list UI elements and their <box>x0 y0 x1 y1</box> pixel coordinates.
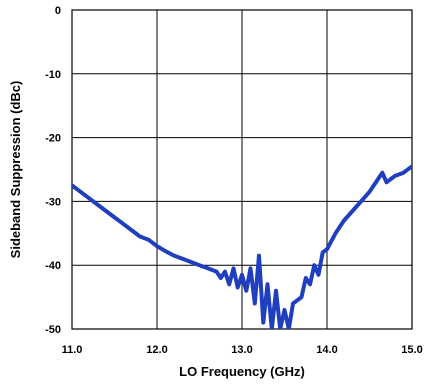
y-tick-labels: 0 -10 -20 -30 -40 -50 <box>45 5 61 336</box>
y-tick-label: -30 <box>45 196 61 208</box>
grid <box>72 10 412 329</box>
series-line <box>72 164 412 329</box>
y-tick-label: -20 <box>45 133 61 145</box>
x-tick-label: 12.0 <box>146 344 167 356</box>
series-layer <box>72 164 412 329</box>
y-tick-label: -10 <box>45 69 61 81</box>
x-axis-label: LO Frequency (GHz) <box>179 364 305 379</box>
y-tick-label: -50 <box>45 324 61 336</box>
x-tick-labels: 11.0 12.0 13.0 14.0 15.0 <box>62 344 423 356</box>
x-tick-label: 13.0 <box>231 344 252 356</box>
y-axis-label: Sideband Suppression (dBc) <box>8 81 23 259</box>
y-tick-label: -40 <box>45 260 61 272</box>
plot-frame <box>71 9 413 330</box>
y-tick-label: 0 <box>55 5 61 17</box>
x-tick-label: 15.0 <box>401 344 422 356</box>
x-tick-label: 11.0 <box>62 344 83 356</box>
x-tick-label: 14.0 <box>316 344 337 356</box>
